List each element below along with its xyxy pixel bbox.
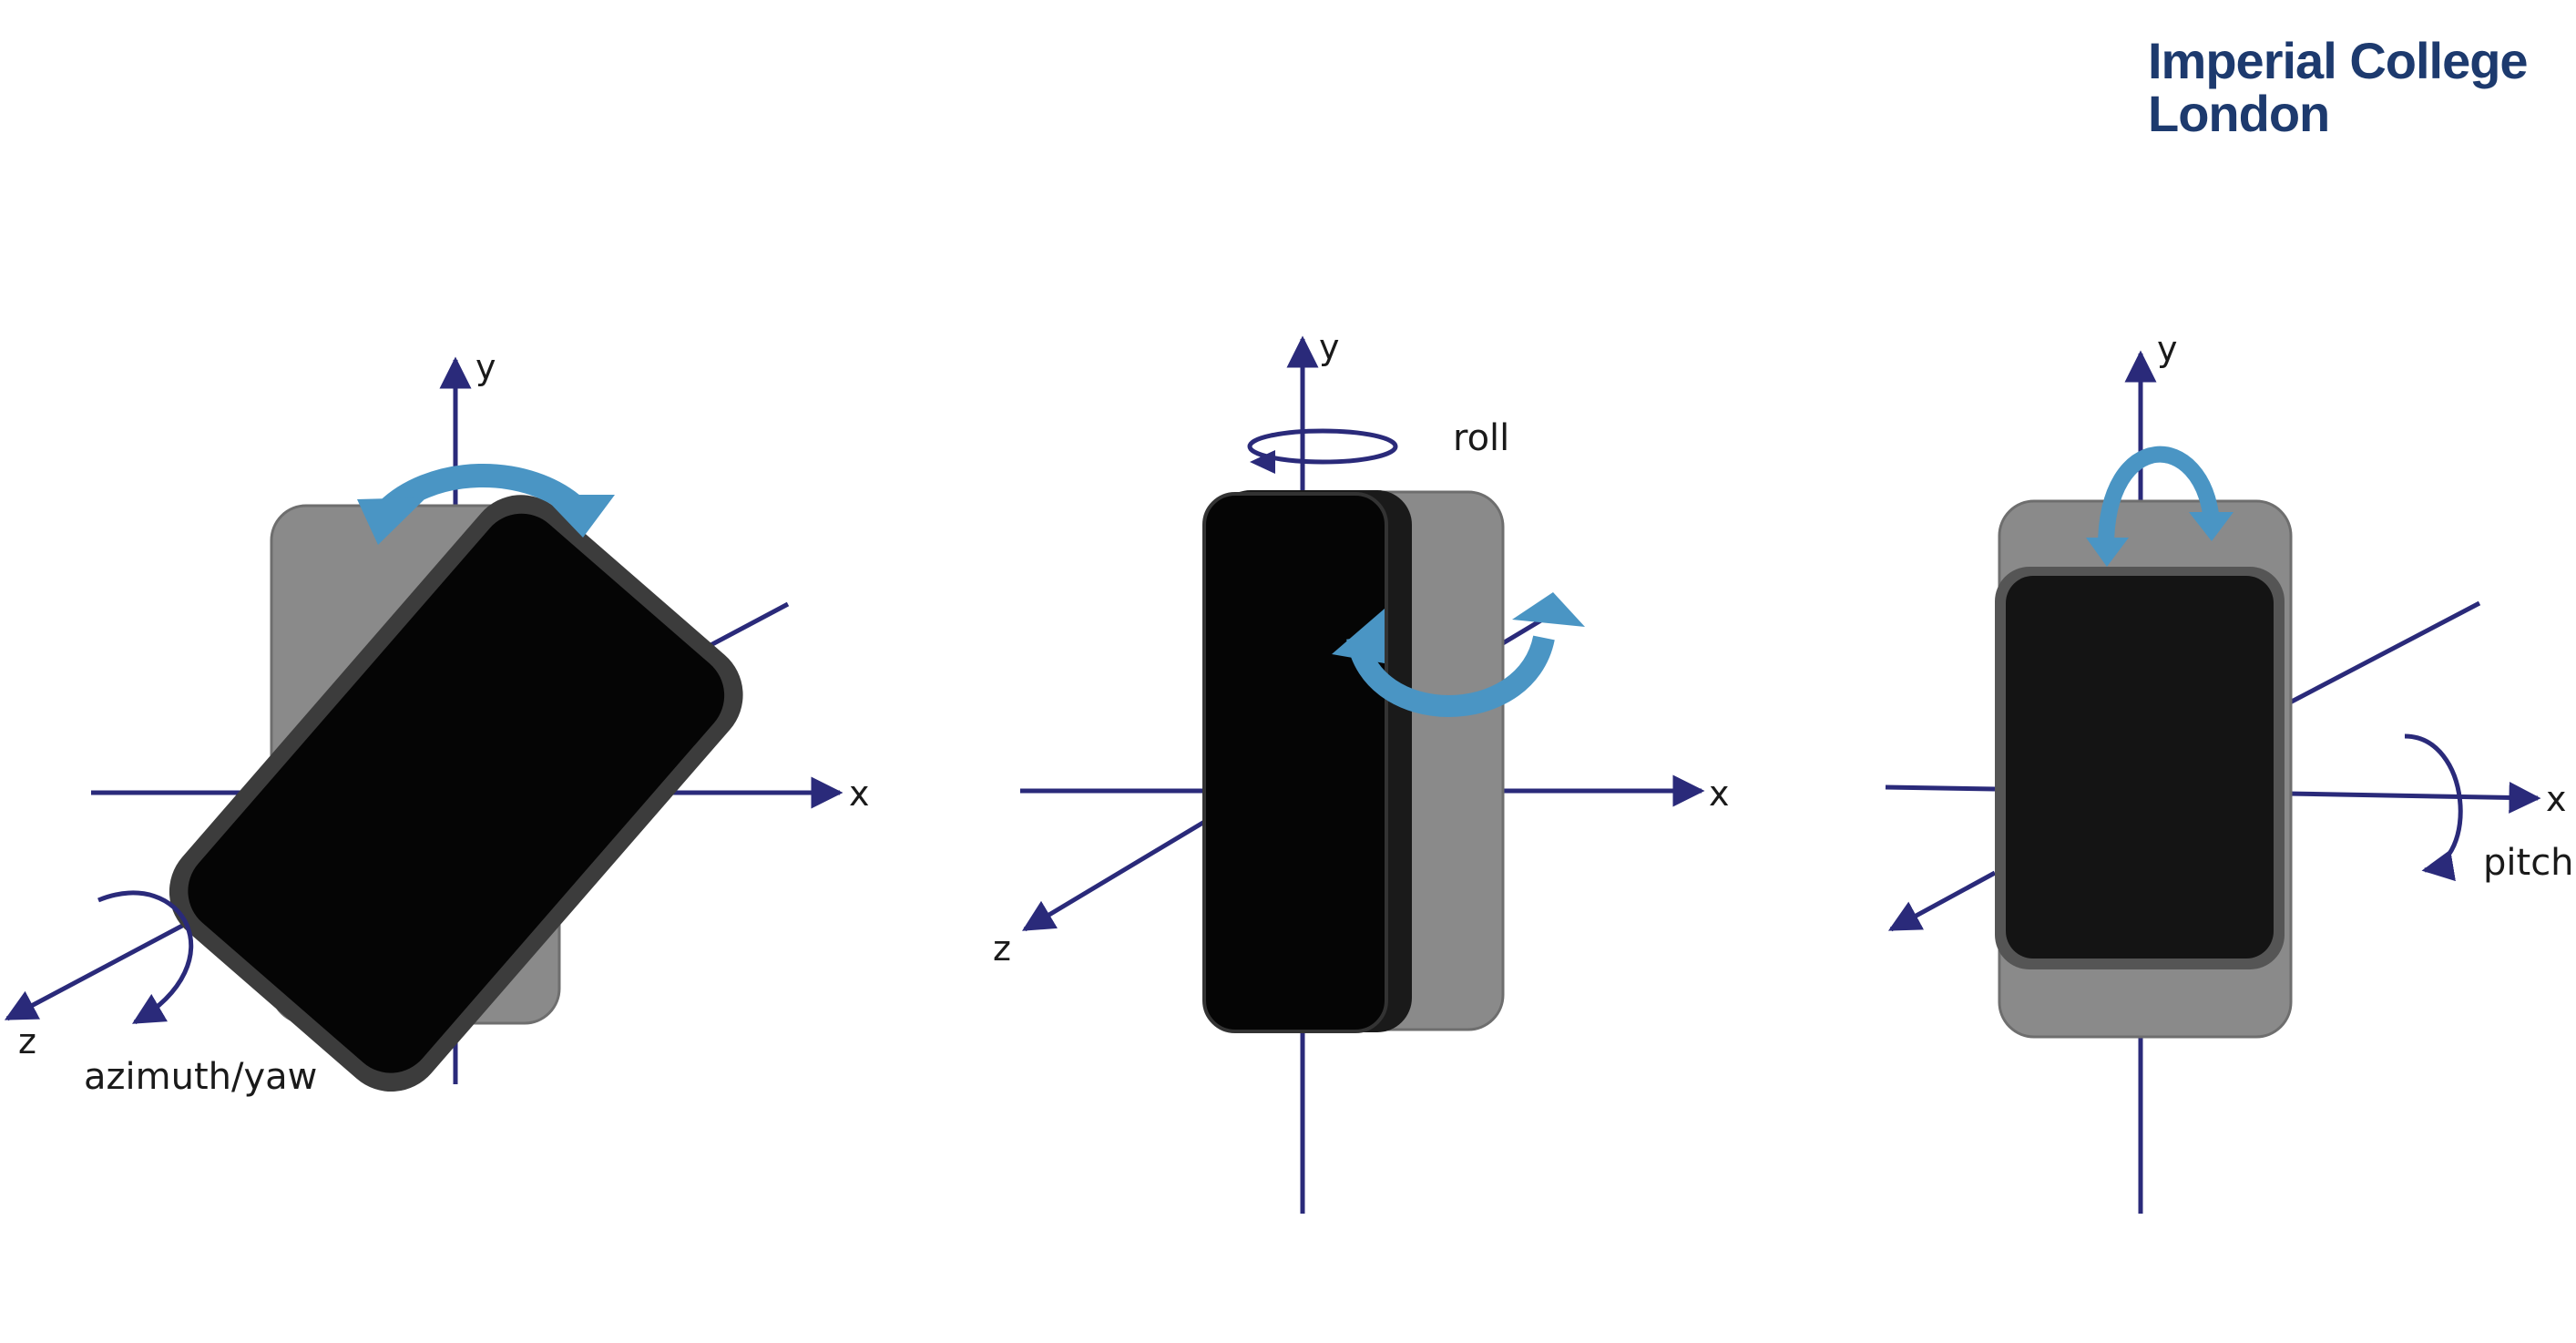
panel-pitch: y x pitch [1885, 329, 2574, 1214]
pitch-x-axis [2287, 781, 2541, 814]
roll-arrow-head-left [1332, 609, 1385, 663]
logo-line-2: London [2148, 85, 2330, 142]
pitch-z-axis [1887, 870, 1997, 932]
roll-x-label: x [1709, 774, 1730, 814]
panel-roll: y x z roll [993, 327, 1730, 1214]
pitch-arrow-head-right [2189, 512, 2234, 541]
yaw-rotation-label: azimuth/yaw [84, 1056, 317, 1098]
panel-yaw: y x z azimuth/yaw [4, 347, 870, 1098]
logo-line-1: Imperial College [2148, 32, 2529, 89]
yaw-arrow-head-right [542, 495, 615, 538]
pitch-z-axis-upper [2286, 600, 2481, 706]
imperial-college-logo: Imperial College London [2148, 32, 2529, 142]
pitch-rotation-label: pitch [2483, 842, 2574, 884]
roll-rotation-arrow-head [1250, 450, 1275, 474]
roll-rotation-indicator [1247, 428, 1398, 465]
roll-rotation-label: roll [1453, 417, 1509, 459]
roll-arrow [1346, 634, 1555, 717]
roll-arrow-head-right [1512, 592, 1585, 627]
pitch-y-label: y [2157, 329, 2178, 369]
pitch-arrow [2098, 446, 2220, 548]
yaw-arrow-head-left [357, 497, 426, 545]
yaw-x-label: x [849, 774, 870, 814]
pitch-x-label: x [2546, 779, 2567, 819]
yaw-device-screen [188, 513, 725, 1073]
pitch-arrow-head-left [2086, 538, 2129, 567]
roll-z-label: z [993, 928, 1011, 969]
pitch-rotation-indicator [2404, 733, 2463, 882]
pitch-x-axis-left [1885, 784, 1996, 792]
yaw-z-label: z [18, 1021, 36, 1061]
roll-device-screen [1202, 492, 1388, 1033]
pitch-device-screen [2006, 576, 2274, 959]
yaw-arrow [378, 464, 582, 519]
roll-y-label: y [1319, 327, 1340, 367]
yaw-rotation-indicator [97, 890, 194, 1025]
yaw-y-label: y [475, 347, 496, 387]
